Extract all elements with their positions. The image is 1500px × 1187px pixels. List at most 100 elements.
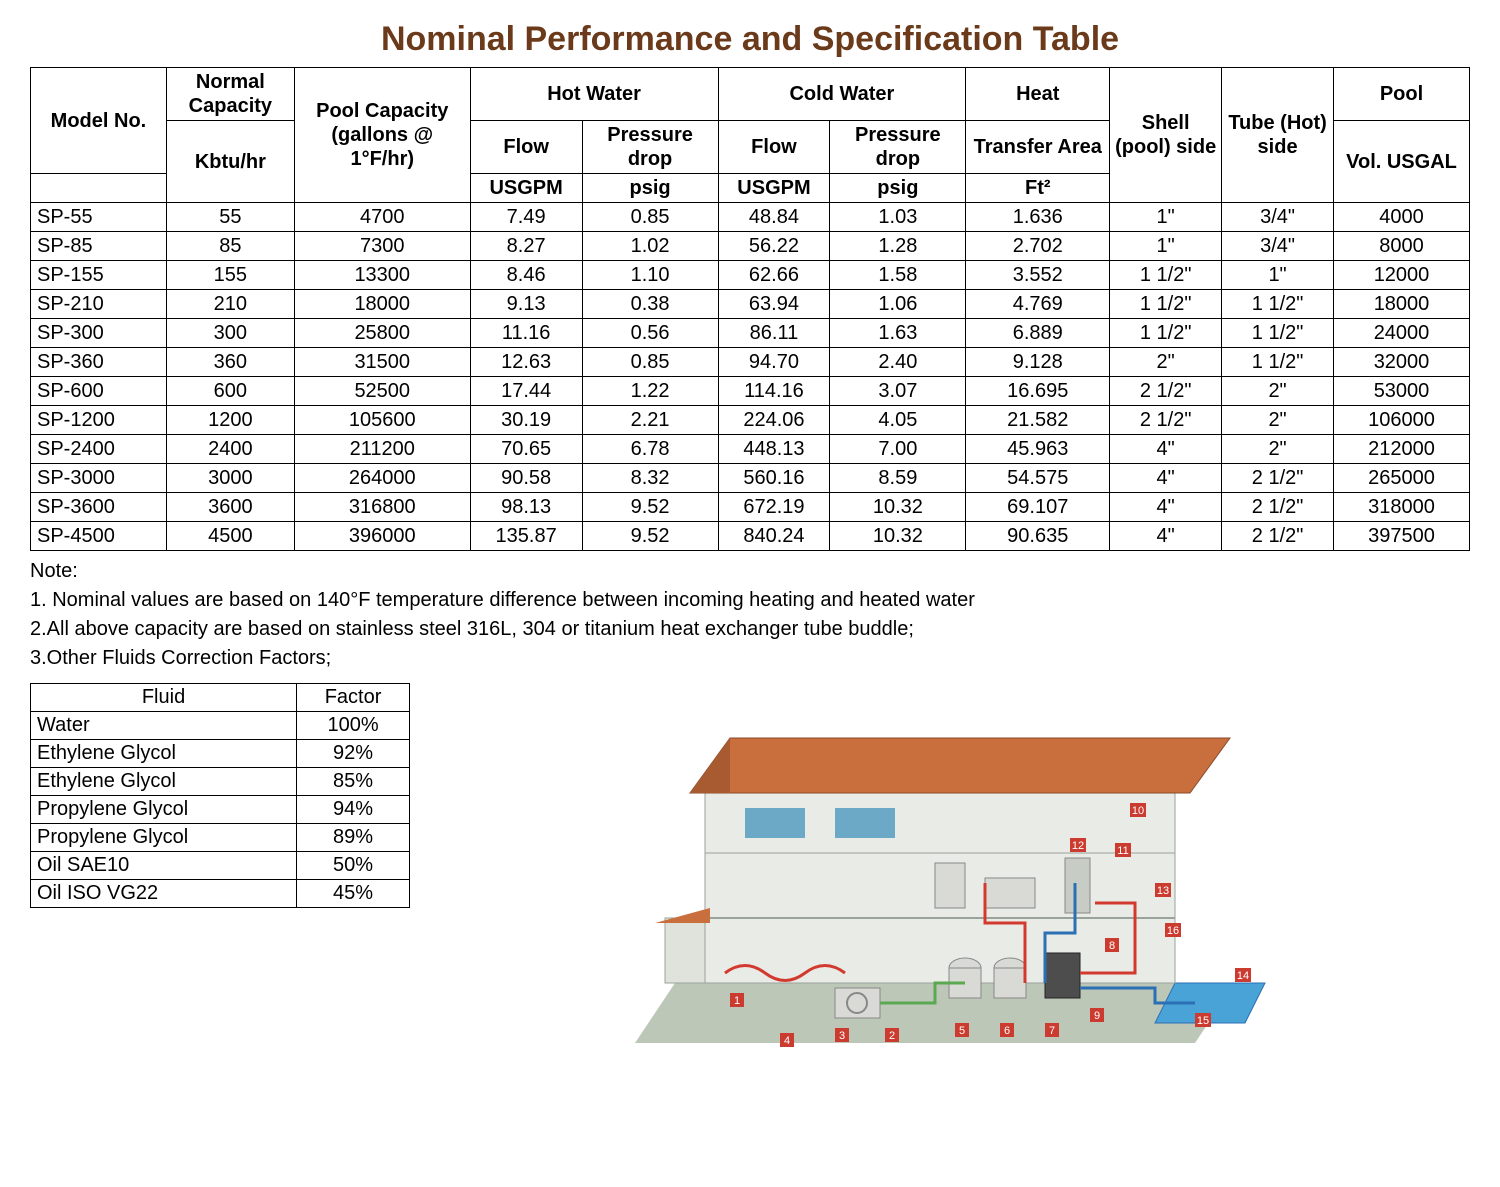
cell-cf: 560.16 xyxy=(718,464,830,493)
cell-shell: 4" xyxy=(1110,435,1222,464)
unit-ft2: Ft² xyxy=(966,174,1110,203)
cell-fluid: Oil SAE10 xyxy=(31,852,297,880)
cell-fluid: Propylene Glycol xyxy=(31,796,297,824)
svg-text:15: 15 xyxy=(1197,1015,1209,1027)
cell-cp: 1.03 xyxy=(830,203,966,232)
cell-cp: 10.32 xyxy=(830,493,966,522)
table-row: Oil ISO VG2245% xyxy=(31,880,410,908)
col-pool: Pool xyxy=(1334,68,1470,121)
cell-pool_cap: 316800 xyxy=(294,493,470,522)
tank xyxy=(994,968,1026,998)
cell-cf: 94.70 xyxy=(718,348,830,377)
cell-cp: 1.63 xyxy=(830,319,966,348)
cell-hf: 12.63 xyxy=(470,348,582,377)
cell-cf: 48.84 xyxy=(718,203,830,232)
cell-area: 54.575 xyxy=(966,464,1110,493)
cell-shell: 2 1/2" xyxy=(1110,377,1222,406)
factor-col-fluid: Fluid xyxy=(31,684,297,712)
cell-hf: 135.87 xyxy=(470,522,582,551)
svg-text:11: 11 xyxy=(1117,845,1128,857)
cell-area: 69.107 xyxy=(966,493,1110,522)
table-row: SP-45004500396000135.879.52840.2410.3290… xyxy=(31,522,1470,551)
cell-cap: 2400 xyxy=(166,435,294,464)
cell-model: SP-85 xyxy=(31,232,167,261)
cell-fluid: Ethylene Glycol xyxy=(31,740,297,768)
cell-factor: 92% xyxy=(297,740,410,768)
cell-shell: 4" xyxy=(1110,464,1222,493)
cell-cf: 114.16 xyxy=(718,377,830,406)
factor-table: Fluid Factor Water100%Ethylene Glycol92%… xyxy=(30,683,410,908)
table-row: Propylene Glycol89% xyxy=(31,824,410,852)
unit-usgpm-cold: USGPM xyxy=(718,174,830,203)
cell-pool_cap: 13300 xyxy=(294,261,470,290)
svg-text:8: 8 xyxy=(1109,940,1115,952)
cell-model: SP-2400 xyxy=(31,435,167,464)
cell-factor: 45% xyxy=(297,880,410,908)
cell-cp: 10.32 xyxy=(830,522,966,551)
col-shell: Shell (pool) side xyxy=(1110,68,1222,203)
svg-text:7: 7 xyxy=(1049,1025,1055,1037)
cell-model: SP-360 xyxy=(31,348,167,377)
cell-area: 1.636 xyxy=(966,203,1110,232)
cell-hp: 0.38 xyxy=(582,290,718,319)
table-row: SP-2400240021120070.656.78448.137.0045.9… xyxy=(31,435,1470,464)
cell-pool: 12000 xyxy=(1334,261,1470,290)
table-row: SP-3003002580011.160.5686.111.636.8891 1… xyxy=(31,319,1470,348)
col-hot-flow: Flow xyxy=(470,121,582,174)
cell-pool: 53000 xyxy=(1334,377,1470,406)
cell-hf: 9.13 xyxy=(470,290,582,319)
shower xyxy=(1065,858,1090,913)
unit-psig-cold: psig xyxy=(830,174,966,203)
cell-area: 16.695 xyxy=(966,377,1110,406)
notes-heading: Note: xyxy=(30,557,1470,586)
cell-model: SP-600 xyxy=(31,377,167,406)
cell-hf: 98.13 xyxy=(470,493,582,522)
cell-cp: 2.40 xyxy=(830,348,966,377)
cell-tube: 2 1/2" xyxy=(1222,464,1334,493)
table-row: SP-210210180009.130.3863.941.064.7691 1/… xyxy=(31,290,1470,319)
cell-hf: 7.49 xyxy=(470,203,582,232)
cell-cp: 4.05 xyxy=(830,406,966,435)
col-cold-water: Cold Water xyxy=(718,68,966,121)
table-row: Water100% xyxy=(31,712,410,740)
cell-pool: 397500 xyxy=(1334,522,1470,551)
cell-tube: 2" xyxy=(1222,377,1334,406)
table-row: Ethylene Glycol85% xyxy=(31,768,410,796)
cell-shell: 1 1/2" xyxy=(1110,319,1222,348)
cell-cap: 600 xyxy=(166,377,294,406)
cell-hf: 8.27 xyxy=(470,232,582,261)
cell-hp: 1.10 xyxy=(582,261,718,290)
col-hot-water: Hot Water xyxy=(470,68,718,121)
cell-cap: 155 xyxy=(166,261,294,290)
cell-hp: 6.78 xyxy=(582,435,718,464)
cell-cap: 3000 xyxy=(166,464,294,493)
window xyxy=(745,808,805,838)
cell-cf: 86.11 xyxy=(718,319,830,348)
cell-hf: 11.16 xyxy=(470,319,582,348)
cell-model: SP-210 xyxy=(31,290,167,319)
col-cold-pd: Pressure drop xyxy=(830,121,966,174)
cell-pool_cap: 25800 xyxy=(294,319,470,348)
cell-area: 4.769 xyxy=(966,290,1110,319)
cell-area: 90.635 xyxy=(966,522,1110,551)
table-row: Oil SAE1050% xyxy=(31,852,410,880)
cell-fluid: Oil ISO VG22 xyxy=(31,880,297,908)
cell-cf: 56.22 xyxy=(718,232,830,261)
spec-table: Model No. Normal Capacity Pool Capacity … xyxy=(30,67,1470,551)
cell-tube: 2" xyxy=(1222,406,1334,435)
cell-tube: 1 1/2" xyxy=(1222,319,1334,348)
cell-model: SP-300 xyxy=(31,319,167,348)
cell-factor: 85% xyxy=(297,768,410,796)
cell-hf: 8.46 xyxy=(470,261,582,290)
cell-pool_cap: 211200 xyxy=(294,435,470,464)
svg-text:13: 13 xyxy=(1157,885,1169,897)
cell-cap: 85 xyxy=(166,232,294,261)
cell-pool_cap: 7300 xyxy=(294,232,470,261)
cell-cf: 63.94 xyxy=(718,290,830,319)
counter xyxy=(985,878,1035,908)
cell-shell: 1" xyxy=(1110,232,1222,261)
unit-psig-hot: psig xyxy=(582,174,718,203)
cell-hp: 0.85 xyxy=(582,348,718,377)
cell-cf: 672.19 xyxy=(718,493,830,522)
cell-model: SP-4500 xyxy=(31,522,167,551)
